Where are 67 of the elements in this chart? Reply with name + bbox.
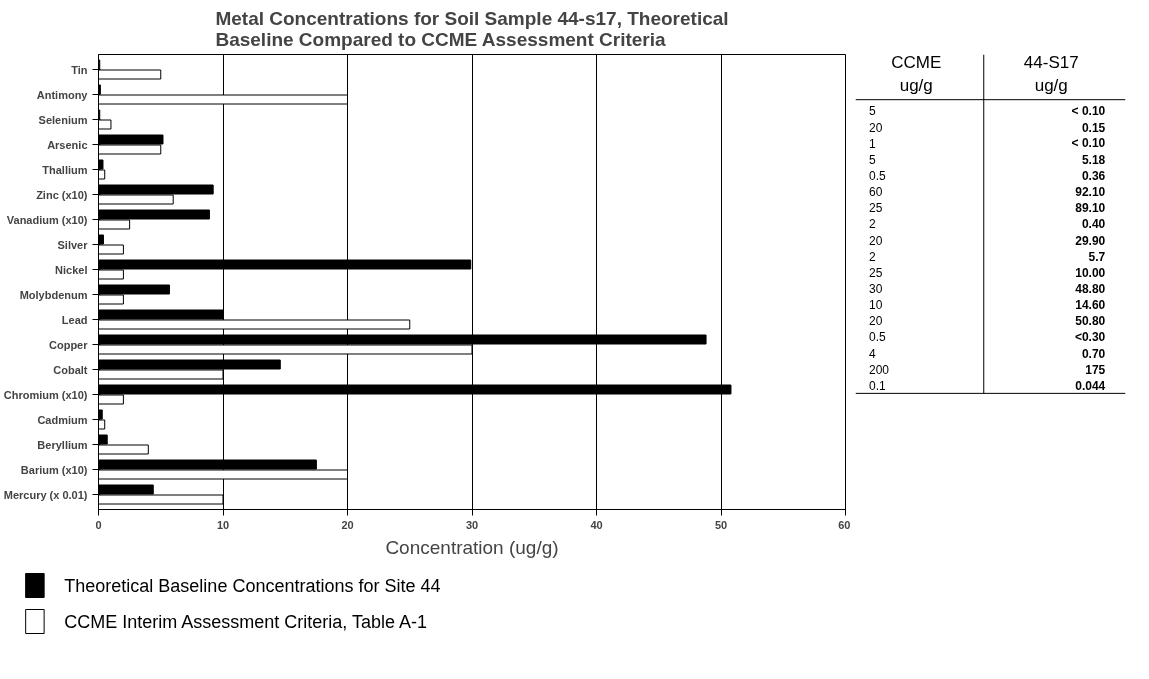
text: 89.10 [1075, 201, 1106, 216]
x-tick-label: 50 [714, 518, 728, 531]
text: 2 [869, 249, 876, 264]
y-tick-label: Nickel [55, 263, 88, 276]
text: 60 [869, 185, 883, 200]
text: 10 [869, 298, 883, 313]
y-tick-label: Mercury (x 0.01) [3, 488, 88, 501]
y-tick-label: Copper [49, 338, 89, 351]
chart-title: Metal Concentrations for Soil Sample 44-s17, Theoretical Baseline Compared to CCME Assessment Criteria [215, 7, 729, 50]
y-tick-label: Molybdenum [19, 288, 88, 301]
text: 14.60 [1075, 298, 1106, 313]
y-tick-label: Selenium [38, 113, 88, 126]
x-tick-label: 10 [216, 518, 230, 531]
category-label: CCME ug/g [891, 52, 942, 95]
text: 20 [869, 314, 883, 329]
text: 30 [869, 281, 883, 296]
x-tick-label: 40 [590, 518, 603, 531]
text: < 0.10 [1071, 103, 1106, 118]
x-tick-label: 0 [95, 518, 102, 531]
text: 50.80 [1075, 314, 1106, 329]
text: 5 [869, 152, 876, 167]
y-tick-label: Cobalt [53, 363, 88, 376]
text: 20 [869, 120, 883, 135]
y-tick-label: Beryllium [37, 438, 88, 451]
y-tick-label: Thallium [42, 163, 88, 176]
text: 1 [869, 136, 876, 151]
y-tick-label: Lead [61, 313, 88, 326]
y-tick-label: Chromium (x10) [3, 388, 88, 401]
text: <0.30 [1074, 329, 1106, 344]
text: 92.10 [1075, 185, 1106, 200]
y-tick-label: Tin [71, 63, 88, 76]
text: 0.1 [869, 378, 886, 393]
text: 0.40 [1081, 217, 1106, 232]
text: 0.36 [1081, 169, 1106, 184]
text: 0.5 [869, 169, 886, 184]
legend-label: Theoretical Baseline Concentrations for Site 44 [64, 575, 441, 596]
x-tick-label: 60 [838, 518, 851, 531]
text: 10.00 [1075, 265, 1106, 280]
text: 0.044 [1075, 378, 1106, 393]
y-tick-label: Cadmium [37, 413, 88, 426]
text: 175 [1085, 362, 1106, 377]
text: 48.80 [1075, 281, 1106, 296]
text: 5.7 [1088, 249, 1106, 264]
text: 25 [869, 265, 883, 280]
text: 2 [869, 217, 876, 232]
y-tick-label: Zinc (x10) [36, 188, 88, 201]
text: 4 [869, 346, 876, 361]
category-label: 44-S17 ug/g [1023, 52, 1079, 95]
y-tick-label: Arsenic [47, 138, 88, 151]
legend-label: CCME Interim Assessment Criteria, Table A-1 [64, 611, 428, 632]
y-tick-label: Antimony [36, 88, 89, 101]
text: 0.15 [1081, 120, 1106, 135]
text: 20 [869, 233, 883, 248]
text: 29.90 [1075, 233, 1106, 248]
text: 0.5 [869, 330, 886, 345]
text: < 0.10 [1071, 136, 1106, 151]
text: 25 [869, 201, 883, 216]
text: 0.70 [1081, 346, 1106, 361]
x-tick-label: 20 [341, 518, 354, 531]
text: 5.18 [1081, 152, 1106, 167]
text: 5 [869, 104, 876, 119]
y-tick-label: Barium (x10) [20, 463, 88, 476]
y-tick-label: Vanadium (x10) [6, 213, 88, 226]
x-tick-label: 30 [465, 518, 479, 531]
x-axis-title: Concentration (ug/g) [385, 536, 559, 558]
y-tick-label: Silver [57, 238, 89, 251]
text: 200 [869, 362, 890, 377]
